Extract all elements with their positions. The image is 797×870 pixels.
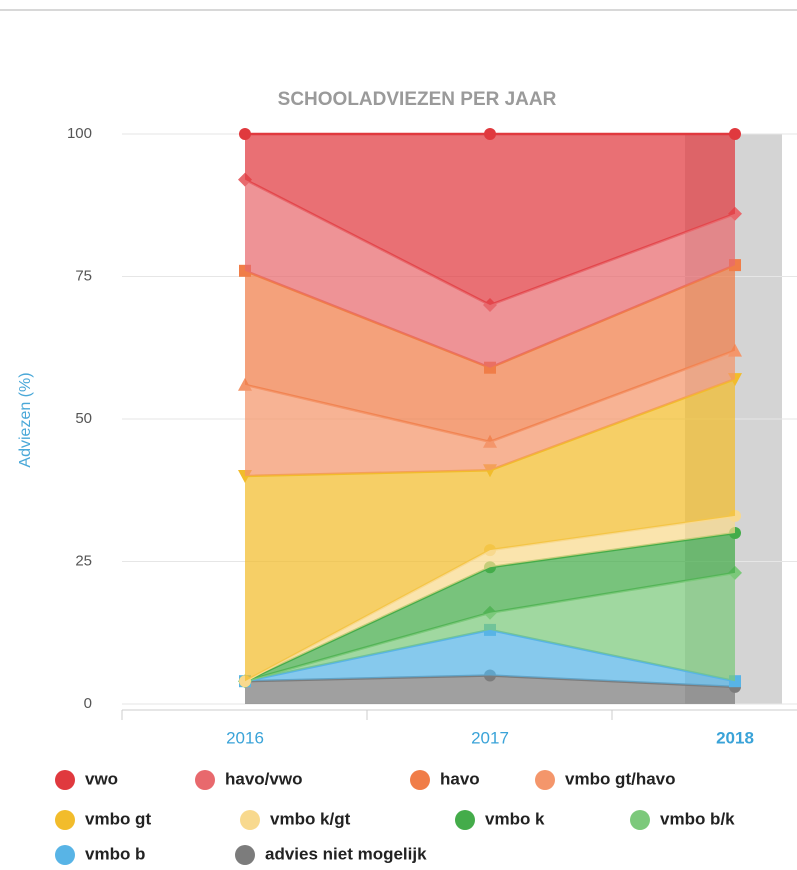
- marker: [484, 128, 496, 140]
- legend-label: advies niet mogelijk: [265, 844, 427, 863]
- area: [245, 675, 735, 704]
- area: [245, 350, 735, 476]
- legend-label: vmbo b: [85, 844, 145, 863]
- area: [245, 629, 735, 687]
- legend-swatch: [240, 810, 260, 830]
- legend-label: havo: [440, 769, 480, 788]
- area: [245, 134, 735, 305]
- area: [245, 265, 735, 442]
- y-tick-label: 50: [75, 410, 92, 427]
- legend-swatch: [410, 770, 430, 790]
- area: [245, 533, 735, 682]
- x-tick-label: 2017: [471, 728, 509, 747]
- x-tick-label: 2016: [226, 728, 264, 747]
- legend-label: havo/vwo: [225, 769, 302, 788]
- legend-swatch: [455, 810, 475, 830]
- legend-swatch: [630, 810, 650, 830]
- chart-title: SCHOOLADVIEZEN PER JAAR: [278, 89, 557, 110]
- legend-swatch: [55, 770, 75, 790]
- legend-swatch: [235, 845, 255, 865]
- legend-swatch: [195, 770, 215, 790]
- legend-label: vmbo k/gt: [270, 809, 351, 828]
- legend-swatch: [55, 810, 75, 830]
- area: [245, 572, 735, 682]
- legend-label: vmbo k: [485, 809, 545, 828]
- marker: [729, 128, 741, 140]
- legend-label: vmbo gt/havo: [565, 769, 676, 788]
- legend-label: vmbo gt: [85, 809, 151, 828]
- marker: [239, 128, 251, 140]
- legend-swatch: [535, 770, 555, 790]
- y-tick-label: 75: [75, 267, 92, 284]
- y-tick-label: 100: [67, 125, 92, 142]
- legend-label: vwo: [85, 769, 118, 788]
- y-tick-label: 0: [84, 695, 92, 712]
- y-axis-label: Adviezen (%): [17, 372, 34, 467]
- area: [245, 515, 735, 682]
- legend-label: vmbo b/k: [660, 809, 735, 828]
- area: [245, 179, 735, 368]
- x-tick-label: 2018: [716, 728, 754, 747]
- legend-swatch: [55, 845, 75, 865]
- area: [245, 379, 735, 682]
- y-tick-label: 25: [75, 552, 92, 569]
